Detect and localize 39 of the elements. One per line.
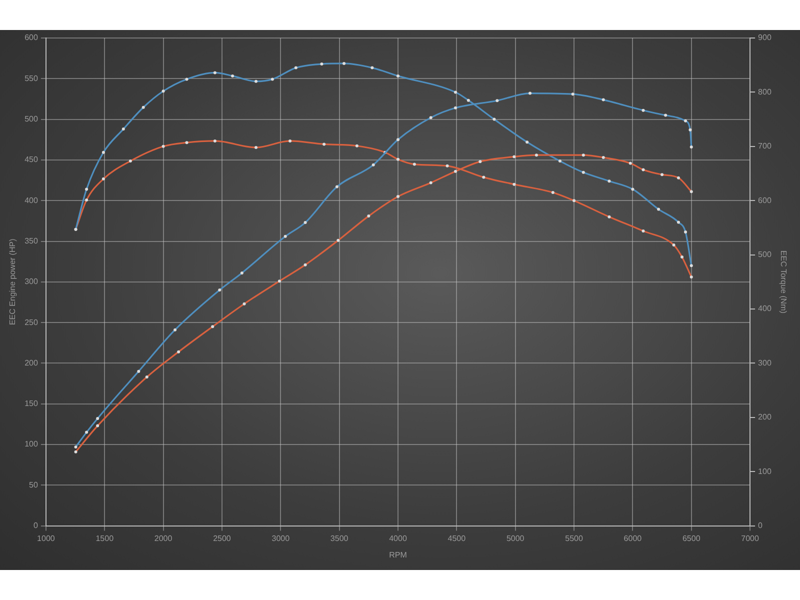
y-tick-label: 450 — [24, 155, 38, 164]
y-tick-label: 550 — [24, 74, 38, 83]
y2-tick-label: 600 — [758, 196, 772, 205]
x-tick-label: 6000 — [624, 534, 642, 543]
y2-tick-label: 300 — [758, 358, 772, 368]
y-tick-label: 350 — [24, 236, 38, 246]
x-tick-label: 5000 — [506, 534, 525, 543]
x-tick-label: 1500 — [96, 534, 114, 543]
x-tick-label: 6500 — [682, 534, 701, 543]
x-tick-label: 2500 — [213, 534, 232, 543]
y-tick-label: 600 — [24, 33, 38, 42]
y2-tick-label: 200 — [758, 412, 772, 422]
y-tick-label: 500 — [24, 114, 38, 124]
y-tick-label: 400 — [24, 196, 38, 205]
y2-tick-label: 700 — [758, 142, 772, 151]
x-tick-label: 4500 — [448, 534, 466, 543]
x-tick-label: 1000 — [37, 534, 56, 543]
y2-tick-label: 100 — [758, 466, 772, 476]
y-tick-label: 300 — [24, 277, 38, 286]
y2-tick-label: 800 — [758, 87, 772, 96]
y2-tick-label: 900 — [758, 33, 772, 42]
x-tick-label: 3000 — [272, 534, 290, 543]
x-tick-label: 3500 — [330, 534, 349, 543]
x-tick-label: 7000 — [741, 534, 760, 543]
y-tick-label: 0 — [33, 521, 38, 530]
y-axis-title: EEC Engine power (HP) — [8, 238, 18, 326]
y2-axis-title: EEC Torque (Nm) — [778, 250, 788, 314]
y-tick-label: 50 — [29, 480, 38, 490]
x-tick-label: 5500 — [565, 534, 584, 543]
x-axis-title: RPM — [389, 550, 408, 560]
y-tick-label: 150 — [24, 399, 38, 408]
y2-tick-label: 400 — [758, 304, 772, 314]
y-tick-label: 250 — [24, 318, 38, 327]
y2-tick-label: 500 — [758, 250, 772, 260]
x-tick-label: 2000 — [154, 534, 173, 543]
y-tick-label: 200 — [24, 358, 38, 368]
x-tick-label: 4000 — [389, 534, 408, 543]
y2-tick-label: 0 — [758, 521, 764, 530]
y-tick-label: 100 — [24, 440, 38, 449]
